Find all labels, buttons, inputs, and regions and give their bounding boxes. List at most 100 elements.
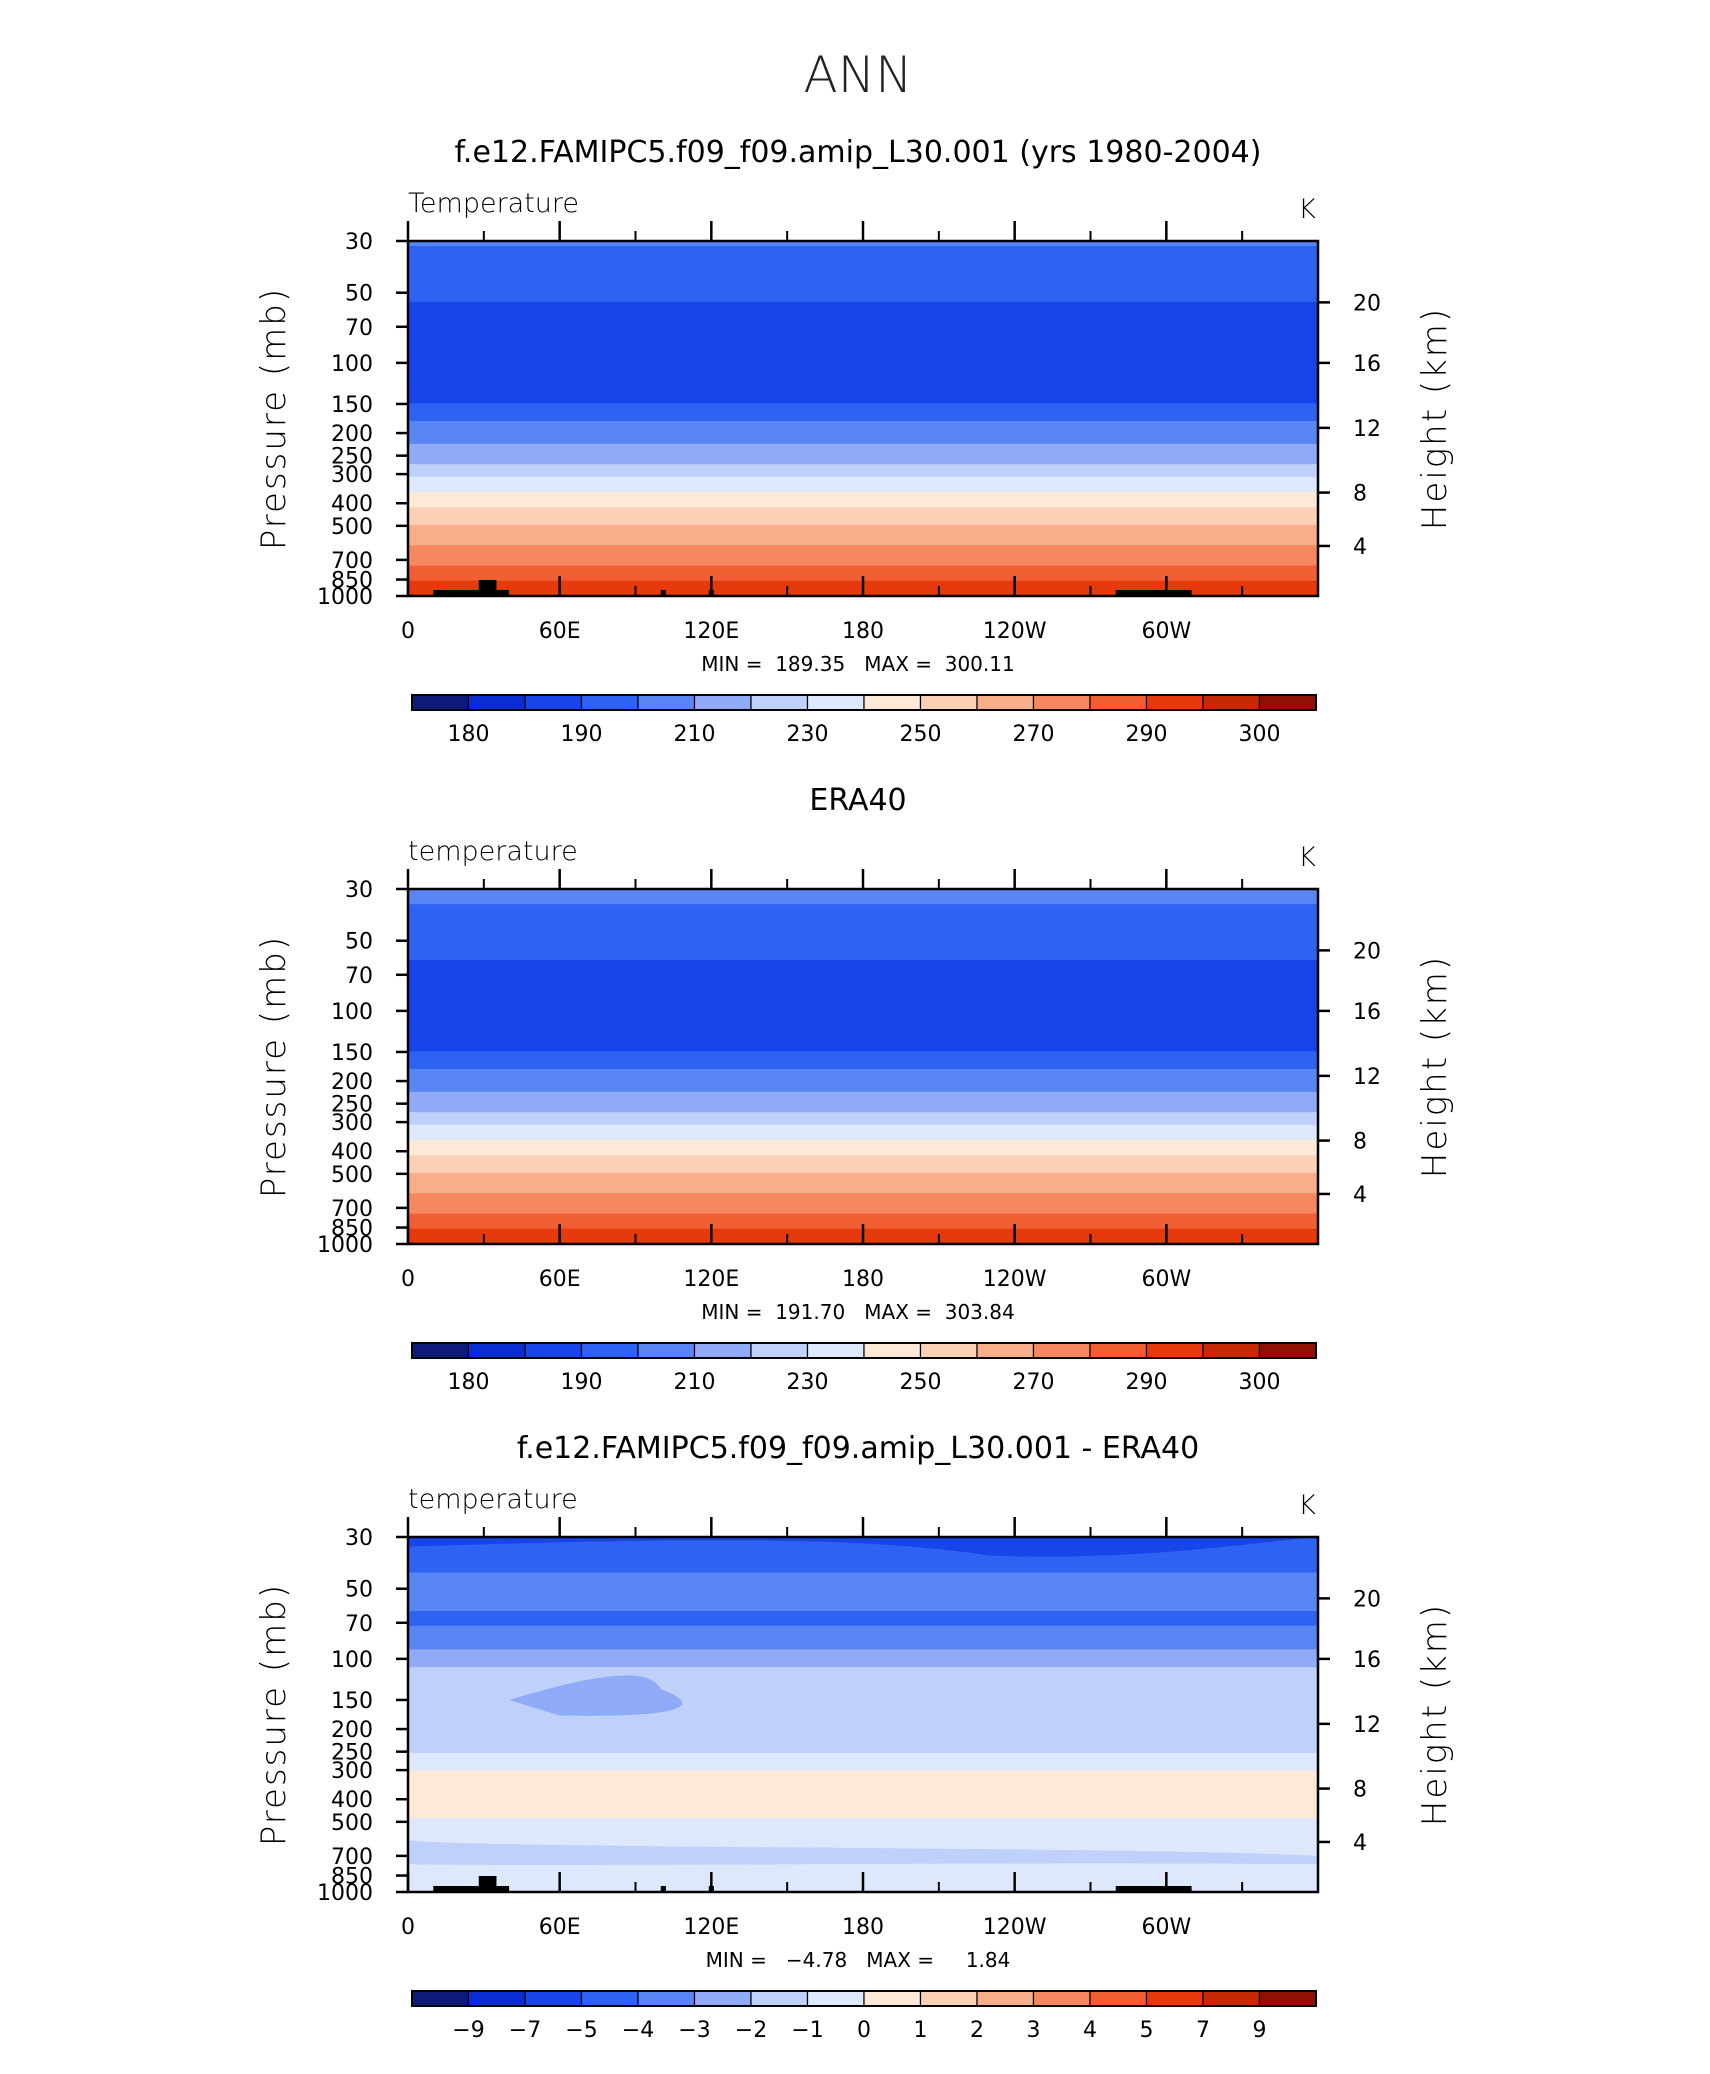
contour-band	[408, 481, 1318, 486]
contour-band	[408, 375, 1318, 379]
y-tick-label: 700	[331, 1845, 373, 1870]
y2-tick-label: 16	[1353, 1000, 1381, 1025]
colorbar-swatch	[976, 1990, 1035, 2007]
contour-band	[408, 1581, 1318, 1585]
colorbar-swatch	[863, 1990, 922, 2007]
y-tick-label: 150	[331, 1689, 373, 1714]
terrain-block	[660, 590, 666, 596]
contour-band	[408, 1575, 1318, 1580]
y-tick-label: 200	[331, 1070, 373, 1095]
contour-band	[408, 1203, 1318, 1207]
colorbar-swatch	[637, 1342, 696, 1359]
contour-band	[408, 560, 1318, 564]
contour-band	[408, 339, 1318, 344]
y-tick-label: 150	[331, 1041, 373, 1066]
contour-band	[408, 1147, 1318, 1151]
contour-band	[408, 937, 1318, 941]
colorbar-label: −1	[791, 2018, 823, 2043]
colorbar-label: −9	[452, 2018, 484, 2043]
colorbar-swatch	[467, 694, 526, 711]
contour-band	[408, 1109, 1318, 1113]
colorbar-label: 270	[1013, 1370, 1055, 1395]
contour-band	[408, 1741, 1318, 1745]
contour-band	[408, 527, 1318, 531]
contour-band	[408, 906, 1318, 910]
colorbar-label: 7	[1196, 2018, 1210, 2043]
colorbar-label: −3	[678, 2018, 710, 2043]
contour-band	[408, 1102, 1318, 1106]
colorbar-label: 250	[900, 1370, 942, 1395]
contour-band	[408, 514, 1318, 518]
contour-band	[408, 1664, 1318, 1668]
contour-band	[408, 489, 1318, 493]
y-tick-label: 70	[345, 316, 373, 341]
contour-band	[408, 1610, 1318, 1615]
contour-band	[408, 1773, 1318, 1778]
contour-band	[408, 1670, 1318, 1674]
colorbar-swatch	[1032, 1990, 1091, 2007]
contour-band	[408, 428, 1318, 432]
x-tick-label: 120W	[983, 619, 1047, 644]
contour-band	[408, 1776, 1318, 1781]
colorbar-swatch	[524, 1342, 583, 1359]
colorbar-label: 300	[1239, 722, 1281, 747]
colorbar-swatch	[976, 694, 1035, 711]
colorbar-swatch	[1202, 1990, 1261, 2007]
x-tick-label: 60W	[1141, 1915, 1191, 1940]
colorbar-swatch	[693, 1990, 752, 2007]
y-tick-label: 70	[345, 964, 373, 989]
contour-band	[408, 924, 1318, 928]
colorbar-label: 180	[448, 722, 490, 747]
contour-band	[408, 942, 1318, 946]
contour-band	[408, 967, 1318, 971]
contour-band	[408, 1608, 1318, 1612]
contour-band	[408, 1071, 1318, 1075]
y2-axis-title: Height (km)	[1415, 307, 1455, 530]
terrain-block	[433, 1886, 510, 1892]
contour-band	[408, 443, 1318, 447]
contour-band	[408, 360, 1318, 364]
contour-band	[408, 1069, 1318, 1073]
y-tick-label: 100	[331, 1648, 373, 1673]
colorbar-label: 4	[1083, 2018, 1097, 2043]
contour-band	[408, 1170, 1318, 1174]
contour-band	[408, 1145, 1318, 1149]
colorbar-swatch	[580, 1990, 639, 2007]
colorbar-swatch	[1145, 1990, 1204, 2007]
x-tick-label: 0	[401, 1267, 415, 1292]
y2-axis-title: Height (km)	[1415, 1603, 1455, 1826]
contour-band	[408, 921, 1318, 926]
y-tick-label: 50	[345, 282, 373, 307]
y2-tick-label: 4	[1353, 1183, 1367, 1208]
variable-label: temperature	[408, 836, 578, 867]
contour-band	[408, 471, 1318, 475]
colorbar-swatch	[411, 694, 470, 711]
contour-band	[408, 281, 1318, 285]
y2-tick-label: 8	[1353, 1130, 1367, 1155]
contour-band	[408, 1735, 1318, 1739]
contour-band	[408, 970, 1318, 974]
contour-band	[408, 289, 1318, 293]
y-tick-label: 500	[331, 1811, 373, 1836]
units-label: K	[1298, 842, 1316, 873]
contour-band	[408, 1036, 1318, 1040]
colorbar-swatch	[976, 1342, 1035, 1359]
y-tick-label: 30	[345, 230, 373, 255]
contour-band	[408, 438, 1318, 442]
contour-band	[408, 322, 1318, 326]
contour-band	[408, 486, 1318, 491]
contour-band	[408, 1061, 1318, 1065]
contour-band	[408, 1122, 1318, 1126]
contour-band	[408, 939, 1318, 943]
colorbar-swatch	[863, 1342, 922, 1359]
contour-band	[408, 1551, 1318, 1556]
contour-band	[408, 408, 1318, 412]
y2-tick-label: 20	[1353, 939, 1381, 964]
contour-band	[408, 433, 1318, 437]
y-axis-title: Pressure (mb)	[254, 935, 294, 1198]
y-tick-label: 50	[345, 1578, 373, 1603]
contour-band	[408, 954, 1318, 959]
contour-band	[408, 279, 1318, 283]
contour-band	[408, 1096, 1318, 1101]
colorbar-label: 210	[674, 722, 716, 747]
